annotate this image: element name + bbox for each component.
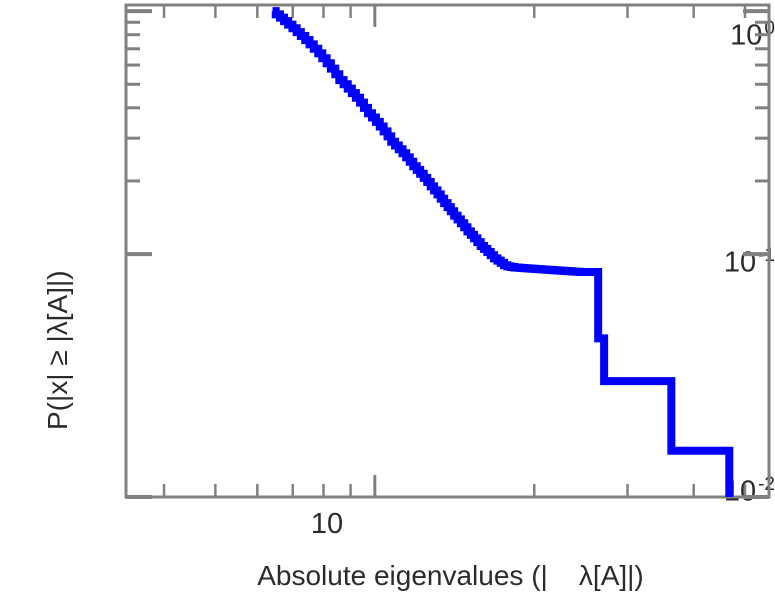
series-line-0 bbox=[271, 7, 734, 497]
x-axis-label: Absolute eigenvalues (| λ[A]|) bbox=[257, 560, 644, 591]
axis-ticks bbox=[126, 5, 769, 499]
y-tick-mantissa: 10 bbox=[723, 246, 757, 279]
axes-frame bbox=[124, 3, 771, 499]
data-series-group bbox=[271, 7, 734, 497]
x-tick-label-10: 10 bbox=[310, 508, 344, 540]
y-tick-label-1e-1: 10-1 bbox=[655, 245, 775, 280]
plot-frame bbox=[124, 3, 771, 499]
y-tick-exponent: -2 bbox=[758, 474, 775, 495]
